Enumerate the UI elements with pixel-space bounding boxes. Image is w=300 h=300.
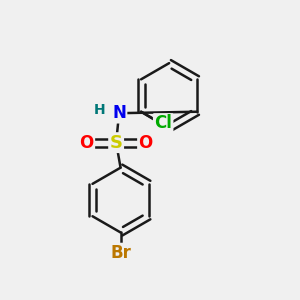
Text: H: H <box>94 103 106 117</box>
Text: N: N <box>112 104 126 122</box>
Text: Cl: Cl <box>154 115 172 133</box>
Text: S: S <box>110 134 123 152</box>
Text: O: O <box>139 134 153 152</box>
Text: Br: Br <box>110 244 131 262</box>
Text: O: O <box>80 134 94 152</box>
